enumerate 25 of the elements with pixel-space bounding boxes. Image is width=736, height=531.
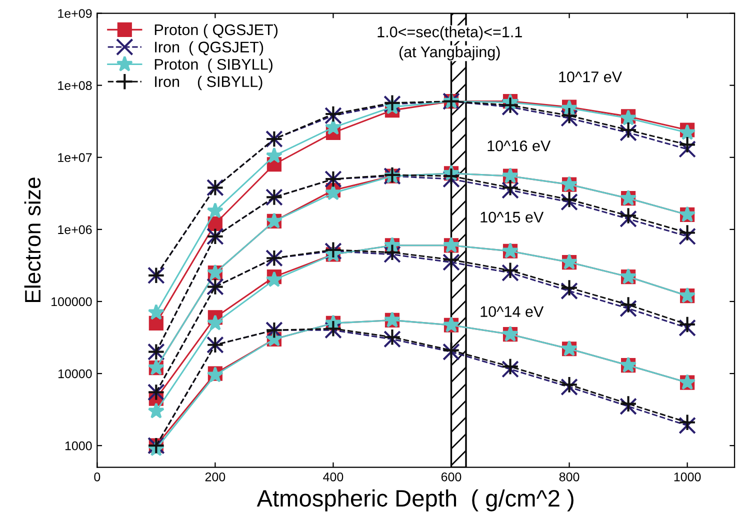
annotation: 10^15 eV (480, 212, 544, 223)
x-tick-label: 0 (94, 472, 100, 482)
legend-label: Iron ( QGSJET) (155, 41, 264, 56)
annotation: 1.0<=sec(theta)<=1.1 (378, 26, 522, 40)
annotation: 10^17 eV (559, 71, 622, 82)
legend-label: Proton ( QGSJET) (154, 24, 278, 38)
y-axis-title: Electron size (24, 178, 41, 302)
x-axis-title: Atmospheric Depth ( g/cm^2 ) (256, 489, 574, 512)
x-tick-label: 400 (323, 472, 344, 482)
annotation: 10^16 eV (488, 140, 551, 152)
y-tick-label: 1e+08 (58, 81, 92, 90)
x-tick-label: 200 (205, 472, 226, 482)
x-tick-label: 600 (441, 472, 462, 482)
y-tick-label: 1e+09 (58, 9, 92, 18)
legend-label: Proton ( SIBYLL) (154, 58, 272, 73)
annotation: 10^14 eV (480, 306, 544, 318)
y-tick-label: 1e+07 (58, 153, 92, 162)
annotation: (at Yangbajing) (399, 46, 500, 60)
y-tick-label: 1e+06 (58, 225, 92, 234)
y-tick-label: 100000 (52, 297, 92, 306)
y-tick-label: 1000 (65, 441, 92, 450)
x-tick-label: 800 (559, 472, 580, 482)
legend-label: Iron ( SIBYLL) (155, 76, 262, 90)
x-tick-label: 1000 (674, 472, 701, 482)
y-tick-label: 10000 (58, 369, 92, 378)
